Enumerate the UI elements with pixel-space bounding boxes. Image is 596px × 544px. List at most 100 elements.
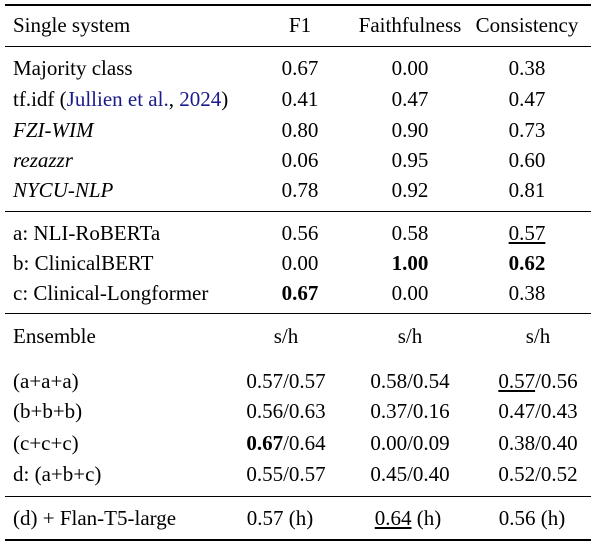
best-f1: 0.67 [281, 281, 319, 305]
faith-soft: 0.58 [370, 369, 408, 393]
table-row: d: (a+b+c) 0.55/0.57 0.45/0.40 0.52/0.52 [0, 459, 596, 489]
slash: / [283, 431, 289, 455]
ensemble-header-row: Ensemble s/h s/h s/h [0, 321, 596, 351]
slash: / [407, 399, 413, 423]
consistency-value: 0.81 [508, 178, 546, 202]
faith-final: 0.64 [374, 506, 412, 530]
slash: / [407, 369, 413, 393]
f1-soft: 0.56 [246, 399, 284, 423]
f1-hard: 0.57 [288, 369, 326, 393]
cons-hard: 0.52 [540, 462, 578, 486]
table-row: FZI-WIM 0.80 0.90 0.73 [0, 115, 596, 145]
system-name: tf.idf (Jullien et al., 2024) [13, 84, 228, 114]
table-row: (b+b+b) 0.56/0.63 0.37/0.16 0.47/0.43 [0, 396, 596, 426]
system-name: FZI-WIM [13, 118, 94, 142]
faithfulness-value: 0.45/0.40 [335, 459, 485, 489]
system-name: rezazzr [13, 148, 73, 172]
group-rule-1 [5, 211, 591, 212]
header-faithfulness: Faithfulness [358, 13, 462, 37]
faithfulness-value: 0.58/0.54 [335, 366, 485, 396]
f1-value: 0.78 [281, 178, 319, 202]
f1-final: 0.57 [246, 506, 284, 530]
consistency-value: 0.57/0.56 [463, 366, 596, 396]
slash: / [535, 399, 541, 423]
slash: / [407, 431, 413, 455]
f1-value: 0.56/0.63 [211, 396, 361, 426]
header-single-system: Single system [13, 13, 131, 37]
citation-author-link[interactable]: Jullien et al. [66, 87, 169, 111]
slash: / [283, 462, 289, 486]
faithfulness-value: 0.00/0.09 [335, 428, 485, 458]
system-name-prefix: tf.idf ( [13, 87, 67, 111]
faith-hard: 0.16 [412, 399, 450, 423]
faith-soft: 0.00 [370, 431, 408, 455]
cons-final: 0.56 [498, 506, 536, 530]
table-row: Majority class 0.67 0.00 0.38 [0, 53, 596, 83]
cons-hard: 0.43 [540, 399, 578, 423]
hard-suffix: (h) [283, 506, 314, 530]
consistency-value: 0.38 [508, 281, 546, 305]
consistency-value: 0.52/0.52 [463, 459, 596, 489]
faith-soft: 0.45 [370, 462, 408, 486]
table-row: NYCU-NLP 0.78 0.92 0.81 [0, 175, 596, 205]
header-f1-sh: s/h [273, 324, 299, 348]
table-row: a: NLI-RoBERTa 0.56 0.58 0.57 [0, 218, 596, 248]
table-row: tf.idf (Jullien et al., 2024) 0.41 0.47 … [0, 84, 596, 114]
f1-value: 0.67/0.64 [211, 428, 361, 458]
consistency-value: 0.57 [452, 218, 596, 248]
f1-soft: 0.67 [246, 431, 284, 455]
f1-soft: 0.57 [246, 369, 284, 393]
faithfulness-value: 0.00 [391, 281, 429, 305]
best-consistency: 0.62 [508, 251, 546, 275]
hard-suffix: (h) [411, 506, 442, 530]
citation-separator: , [168, 87, 180, 111]
faithfulness-value: 0.58 [391, 221, 429, 245]
slash: / [535, 369, 541, 393]
cons-hard: 0.56 [540, 369, 578, 393]
top-rule [5, 4, 591, 6]
slash: / [407, 462, 413, 486]
system-name: Majority class [13, 56, 133, 80]
bottom-rule [5, 539, 591, 541]
faith-hard: 0.09 [412, 431, 450, 455]
system-name: NYCU-NLP [13, 178, 114, 202]
ensemble-name: (a+a+a) [13, 369, 79, 393]
f1-value: 0.67 [215, 278, 385, 308]
system-name-suffix: ) [221, 87, 229, 111]
faithfulness-value: 0.92 [391, 178, 429, 202]
cons-soft: 0.57 [498, 369, 536, 393]
header-f1: F1 [288, 13, 312, 37]
faith-hard: 0.54 [412, 369, 450, 393]
ensemble-name: d: (a+b+c) [13, 462, 102, 486]
cons-soft: 0.52 [498, 462, 536, 486]
header-rule [5, 46, 591, 47]
f1-soft: 0.55 [246, 462, 284, 486]
consistency-value: 0.47 [508, 87, 546, 111]
f1-value: 0.57 (h) [205, 503, 355, 533]
consistency-value: 0.38/0.40 [463, 428, 596, 458]
f1-value: 0.80 [281, 118, 319, 142]
group-rule-3 [5, 496, 591, 497]
f1-value: 0.41 [281, 87, 319, 111]
faith-hard: 0.40 [412, 462, 450, 486]
consistency-value: 0.73 [508, 118, 546, 142]
faithfulness-value: 0.47 [391, 87, 429, 111]
slash: / [283, 369, 289, 393]
table-row: (d) + Flan-T5-large 0.57 (h) 0.64 (h) 0.… [0, 503, 596, 533]
f1-value: 0.57/0.57 [211, 366, 361, 396]
consistency-value: 0.56 (h) [457, 503, 596, 533]
f1-value: 0.06 [281, 148, 319, 172]
cons-soft: 0.47 [498, 399, 536, 423]
f1-hard: 0.63 [288, 399, 326, 423]
header-faithfulness-sh: s/h [397, 324, 423, 348]
consistency-value: 0.60 [508, 148, 546, 172]
consistency-value: 0.62 [452, 248, 596, 278]
cons-hard: 0.40 [540, 431, 578, 455]
faith-soft: 0.37 [370, 399, 408, 423]
header-row: Single system F1 Faithfulness Consistenc… [0, 10, 596, 40]
model-name: a: NLI-RoBERTa [13, 221, 161, 245]
citation-year-link[interactable]: 2024 [179, 87, 222, 111]
best-faithfulness: 1.00 [391, 251, 429, 275]
model-name: c: Clinical-Longformer [13, 281, 209, 305]
